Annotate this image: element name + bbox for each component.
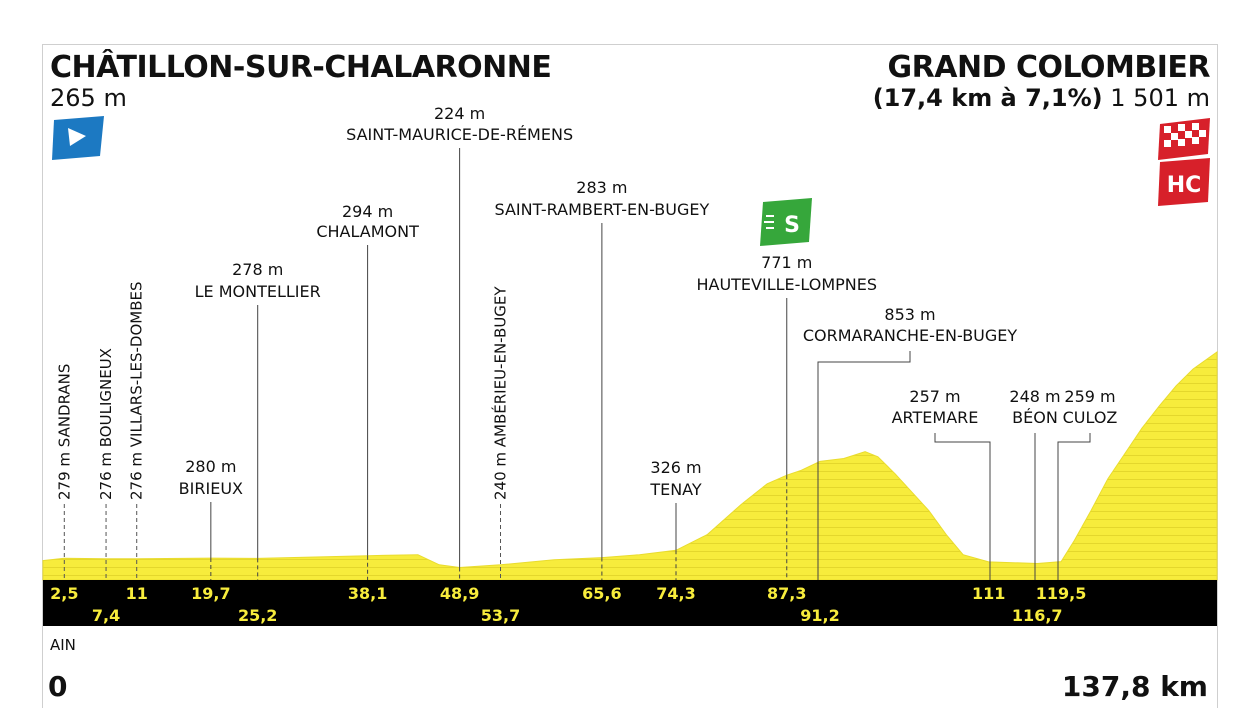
town-label-vertical: 276 m VILLARS-LES-DOMBES — [128, 282, 146, 501]
km-marker-label: 74,3 — [656, 584, 695, 603]
town-label-vertical: 240 m AMBÉRIEU-EN-BUGEY — [491, 286, 510, 500]
sprint-icon: S — [760, 198, 812, 246]
town-altitude-label: 280 m — [185, 457, 236, 476]
town-altitude-label: 853 m — [884, 305, 935, 324]
finish-checkered-flag-icon — [1158, 118, 1210, 160]
distance-band — [43, 580, 1217, 626]
km-marker-label: 19,7 — [191, 584, 230, 603]
town-name-label: CULOZ — [1063, 408, 1118, 427]
start-town-name: CHÂTILLON-SUR-CHALARONNE — [50, 50, 552, 85]
svg-text:HC: HC — [1167, 173, 1202, 198]
town-altitude-label: 283 m — [576, 178, 627, 197]
town-name-label: CHALAMONT — [316, 222, 419, 241]
town-name-label: TENAY — [649, 480, 702, 499]
start-altitude: 265 m — [50, 84, 127, 112]
town-altitude-label: 771 m — [761, 253, 812, 272]
town-name-label: SAINT-MAURICE-DE-RÉMENS — [346, 125, 573, 144]
km-marker-label: 25,2 — [238, 606, 277, 625]
town-name-label: LE MONTELLIER — [195, 282, 321, 301]
town-marker-line — [934, 433, 991, 580]
km-marker-label: 11 — [126, 584, 148, 603]
km-marker-label: 111 — [972, 584, 1005, 603]
region-label: AIN — [50, 636, 76, 654]
finish-town-name: GRAND COLOMBIER — [887, 50, 1211, 85]
km-marker-label: 48,9 — [440, 584, 479, 603]
finish-altitude: 1 501 m — [1110, 84, 1210, 112]
town-label-vertical: 276 m BOULIGNEUX — [97, 348, 115, 500]
category-hc-badge: HC — [1158, 158, 1210, 206]
town-altitude-label: 278 m — [232, 260, 283, 279]
frame-left-border — [42, 44, 43, 708]
km-marker-label: 91,2 — [800, 606, 839, 625]
km-marker-label: 65,6 — [582, 584, 621, 603]
total-distance-start: 0 — [48, 670, 68, 703]
start-flag-icon — [52, 116, 104, 160]
town-altitude-label: 257 m — [909, 387, 960, 406]
town-name-label: BÉON — [1012, 408, 1058, 427]
town-marker-line — [1057, 433, 1091, 580]
km-marker-label: 2,5 — [50, 584, 78, 603]
km-marker-label: 116,7 — [1012, 606, 1063, 625]
km-marker-label: 87,3 — [767, 584, 806, 603]
town-name-label: BIRIEUX — [179, 479, 243, 498]
km-marker-label: 119,5 — [1036, 584, 1087, 603]
frame-top-border — [42, 44, 1218, 45]
town-altitude-label: 259 m — [1064, 387, 1115, 406]
town-marker-line — [817, 351, 911, 580]
km-marker-label: 38,1 — [348, 584, 387, 603]
town-name-label: SAINT-RAMBERT-EN-BUGEY — [495, 200, 710, 219]
town-altitude-label: 248 m — [1009, 387, 1060, 406]
km-marker-label: 7,4 — [92, 606, 120, 625]
total-distance-end: 137,8 km — [1061, 670, 1208, 703]
town-altitude-label: 326 m — [650, 458, 701, 477]
finish-climb-stats: (17,4 km à 7,1%) — [872, 84, 1103, 112]
town-altitude-label: 224 m — [434, 104, 485, 123]
km-marker-label: 53,7 — [481, 606, 520, 625]
town-name-label: CORMARANCHE-EN-BUGEY — [803, 326, 1018, 345]
svg-text:S: S — [784, 213, 800, 238]
town-name-label: ARTEMARE — [892, 408, 979, 427]
town-name-label: HAUTEVILLE-LOMPNES — [696, 275, 877, 294]
finish-details: (17,4 km à 7,1%) 1 501 m — [873, 84, 1210, 112]
town-altitude-label: 294 m — [342, 202, 393, 221]
town-label-vertical: 279 m SANDRANS — [55, 364, 73, 500]
